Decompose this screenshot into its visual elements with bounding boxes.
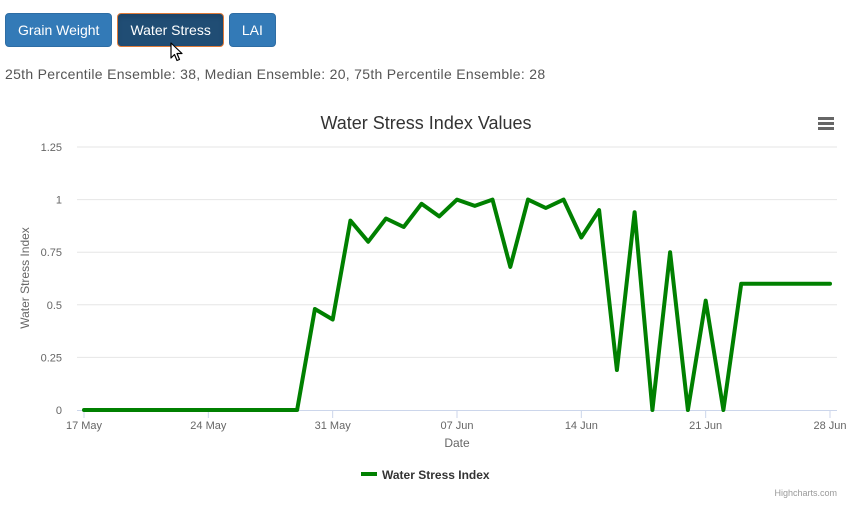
y-tick-label: 0.25 xyxy=(41,352,62,364)
x-tick-label: 17 May xyxy=(66,420,103,432)
x-tick-label: 31 May xyxy=(315,420,352,432)
legend-item-label: Water Stress Index xyxy=(382,468,490,482)
series-line-water-stress-index xyxy=(82,197,832,412)
x-tick-label: 28 Jun xyxy=(813,420,846,432)
mouse-pointer-icon xyxy=(170,42,183,62)
x-tick-label: 21 Jun xyxy=(689,420,722,432)
x-tick-label: 14 Jun xyxy=(565,420,598,432)
highcharts-credit[interactable]: Highcharts.com xyxy=(774,488,837,498)
x-tick-label: 24 May xyxy=(190,420,227,432)
y-tick-label: 0.75 xyxy=(41,247,62,259)
grain-weight-button[interactable]: Grain Weight xyxy=(5,13,113,47)
x-tick-label: 07 Jun xyxy=(440,420,473,432)
water-stress-button[interactable]: Water Stress xyxy=(117,13,224,47)
hamburger-menu-icon[interactable] xyxy=(814,112,838,134)
legend-symbol xyxy=(361,472,377,476)
y-tick-label: 1 xyxy=(56,195,62,207)
y-tick-label: 1.25 xyxy=(41,142,62,154)
chart-title: Water Stress Index Values xyxy=(320,113,531,133)
y-axis-title: Water Stress Index xyxy=(18,227,32,329)
y-tick-label: 0 xyxy=(56,405,62,417)
chart-selector: Grain Weight Water Stress LAI xyxy=(5,13,276,47)
y-tick-label: 0.5 xyxy=(47,300,62,312)
lai-button[interactable]: LAI xyxy=(228,13,276,47)
ensemble-summary: 25th Percentile Ensemble: 38, Median Ens… xyxy=(5,66,546,82)
x-axis-title: Date xyxy=(444,436,470,450)
water-stress-chart: Water Stress Index Values 0 0.25 0.5 0.75 1 1.… xyxy=(18,113,847,482)
